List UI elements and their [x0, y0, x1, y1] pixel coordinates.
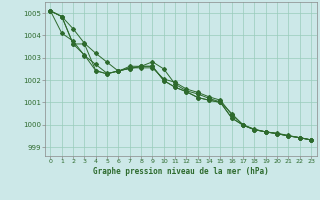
X-axis label: Graphe pression niveau de la mer (hPa): Graphe pression niveau de la mer (hPa)	[93, 167, 269, 176]
